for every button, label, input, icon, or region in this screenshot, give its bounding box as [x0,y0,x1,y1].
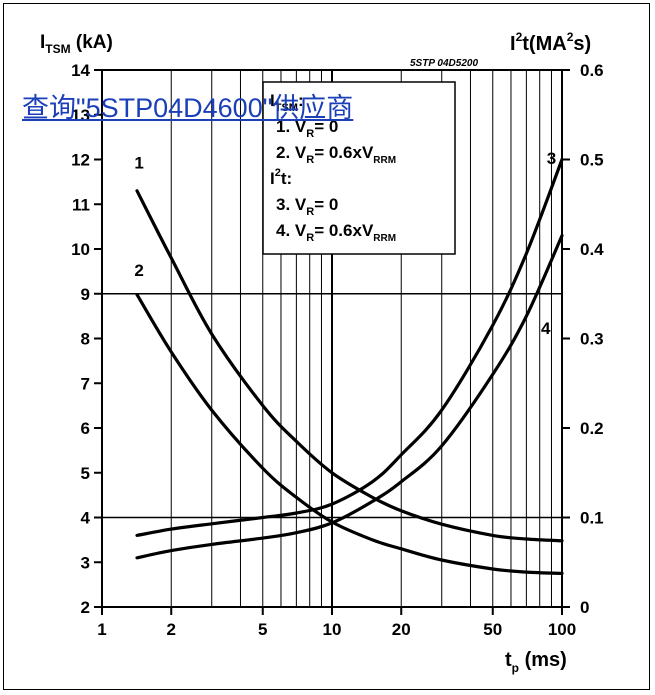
left-tick-label: 12 [71,151,90,170]
bottom-tick-label: 50 [483,620,502,639]
bottom-tick-label: 1 [97,620,106,639]
legend-item: 1. VR= 0 [276,117,338,140]
bottom-tick-label: 5 [258,620,267,639]
curve-label: 2 [134,261,143,280]
legend-item: 2. VR= 0.6xVRRM [276,143,396,166]
left-tick-label: 5 [81,464,90,483]
bottom-tick-label: 10 [323,620,342,639]
series-line-4 [135,234,564,560]
series-line-2 [135,293,564,575]
chart-frame [3,3,650,690]
legend-heading: I2t: [270,167,292,188]
bottom-axis: 1 2 5 10 20 50 100 [97,607,576,639]
x-axis-title: tp (ms) [505,649,567,675]
right-tick-label: 0.6 [580,61,604,80]
left-tick-label: 4 [81,509,91,528]
right-tick-label: 0.2 [580,419,604,438]
supplier-query-link[interactable]: 查询"5STP04D4600"供应商 [22,93,354,123]
legend-heading: ITSM: [270,91,304,114]
right-tick-label: 0.4 [580,240,604,259]
left-axis: 2 3 4 5 6 7 8 9 10 11 12 13 14 [71,61,102,617]
bottom-tick-label: 20 [392,620,411,639]
series-group: 1 2 3 4 [134,149,564,575]
right-tick-label: 0.1 [580,509,604,528]
bottom-tick-label: 2 [167,620,176,639]
right-axis-title: I2t(MA2s) [510,30,591,55]
curve-label: 3 [547,149,556,168]
left-tick-label: 7 [81,374,90,393]
legend-box [262,81,456,255]
left-tick-label: 3 [81,553,90,572]
left-tick-label: 2 [81,598,90,617]
left-tick-label: 13 [71,106,90,125]
curve-label: 4 [541,319,551,338]
right-tick-label: 0.5 [580,151,604,170]
left-tick-label: 14 [71,61,90,80]
series-line-1 [135,189,564,543]
right-tick-label: 0.3 [580,330,604,349]
left-tick-label: 11 [72,195,90,214]
right-axis: 0 0.1 0.2 0.3 0.4 0.5 0.6 [562,61,604,617]
curve-label: 1 [134,153,143,172]
legend-item: 3. VR= 0 [276,195,338,218]
left-tick-label: 8 [81,330,90,349]
series-line-3 [135,157,564,537]
right-tick-label: 0 [580,598,589,617]
left-tick-label: 10 [71,240,90,259]
left-tick-label: 9 [81,285,90,304]
left-axis-title: ITSM (kA) [40,32,113,56]
figure-code: 5STP 04D5200 [410,58,478,69]
legend-item: 4. VR= 0.6xVRRM [276,221,396,244]
bottom-tick-label: 100 [548,620,576,639]
left-tick-label: 6 [81,419,90,438]
